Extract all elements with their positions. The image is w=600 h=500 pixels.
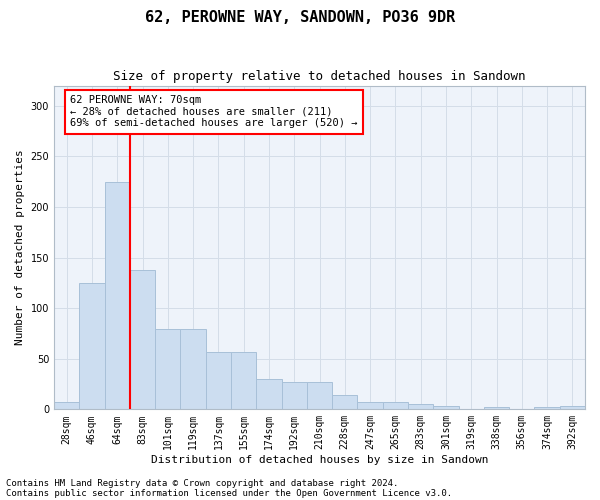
Text: 62, PEROWNE WAY, SANDOWN, PO36 9DR: 62, PEROWNE WAY, SANDOWN, PO36 9DR: [145, 10, 455, 25]
Bar: [433, 406, 458, 410]
Bar: [535, 408, 560, 410]
Title: Size of property relative to detached houses in Sandown: Size of property relative to detached ho…: [113, 70, 526, 83]
Text: Contains HM Land Registry data © Crown copyright and database right 2024.: Contains HM Land Registry data © Crown c…: [6, 478, 398, 488]
Bar: [54, 402, 79, 409]
Bar: [560, 406, 585, 410]
Bar: [155, 330, 181, 409]
Bar: [307, 382, 332, 409]
Bar: [281, 382, 307, 409]
Bar: [256, 379, 281, 410]
Bar: [79, 283, 104, 410]
Bar: [231, 352, 256, 410]
Bar: [484, 408, 509, 410]
Bar: [130, 270, 155, 410]
Bar: [383, 402, 408, 409]
Bar: [358, 402, 383, 409]
X-axis label: Distribution of detached houses by size in Sandown: Distribution of detached houses by size …: [151, 455, 488, 465]
Text: Contains public sector information licensed under the Open Government Licence v3: Contains public sector information licen…: [6, 488, 452, 498]
Bar: [408, 404, 433, 409]
Bar: [104, 182, 130, 410]
Text: 62 PEROWNE WAY: 70sqm
← 28% of detached houses are smaller (211)
69% of semi-det: 62 PEROWNE WAY: 70sqm ← 28% of detached …: [70, 96, 358, 128]
Bar: [181, 330, 206, 409]
Bar: [332, 395, 358, 409]
Y-axis label: Number of detached properties: Number of detached properties: [15, 150, 25, 346]
Bar: [206, 352, 231, 410]
